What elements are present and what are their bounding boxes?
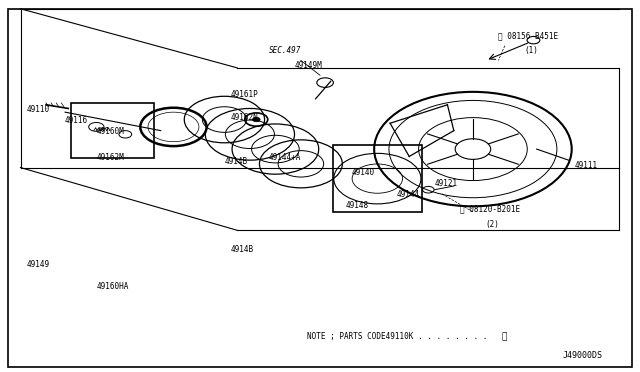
- Text: Ⓑ 08120-B201E: Ⓑ 08120-B201E: [460, 205, 520, 214]
- Text: (1): (1): [524, 46, 538, 55]
- Text: SEC.497: SEC.497: [269, 46, 301, 55]
- Text: 49160M: 49160M: [97, 127, 125, 136]
- Text: 49144+A: 49144+A: [269, 153, 301, 162]
- Text: Ⓑ 08156-B451E: Ⓑ 08156-B451E: [499, 31, 559, 40]
- Text: 49111: 49111: [575, 161, 598, 170]
- Text: 49161P: 49161P: [231, 90, 259, 99]
- Text: 49110: 49110: [27, 105, 50, 114]
- Text: 49149: 49149: [27, 260, 50, 269]
- Text: 4914B: 4914B: [231, 246, 254, 254]
- Text: (2): (2): [486, 219, 500, 229]
- Text: 49116: 49116: [65, 116, 88, 125]
- Text: 49162N: 49162N: [231, 113, 259, 122]
- Bar: [72, 103, 154, 158]
- Text: 4914B: 4914B: [225, 157, 248, 166]
- Text: 49140: 49140: [352, 168, 375, 177]
- Text: J49000DS: J49000DS: [562, 350, 602, 359]
- Circle shape: [252, 117, 260, 122]
- Text: 49162M: 49162M: [97, 153, 125, 162]
- Text: 49149M: 49149M: [294, 61, 323, 70]
- Text: 49121: 49121: [435, 179, 458, 188]
- Text: Ⓑ: Ⓑ: [502, 333, 507, 342]
- Text: 49160HA: 49160HA: [97, 282, 129, 291]
- Bar: [333, 145, 422, 212]
- FancyBboxPatch shape: [8, 9, 632, 367]
- Text: NOTE ; PARTS CODE49110K . . . . . . . .: NOTE ; PARTS CODE49110K . . . . . . . .: [307, 332, 488, 341]
- Text: 49144: 49144: [396, 190, 420, 199]
- Text: 49148: 49148: [346, 201, 369, 210]
